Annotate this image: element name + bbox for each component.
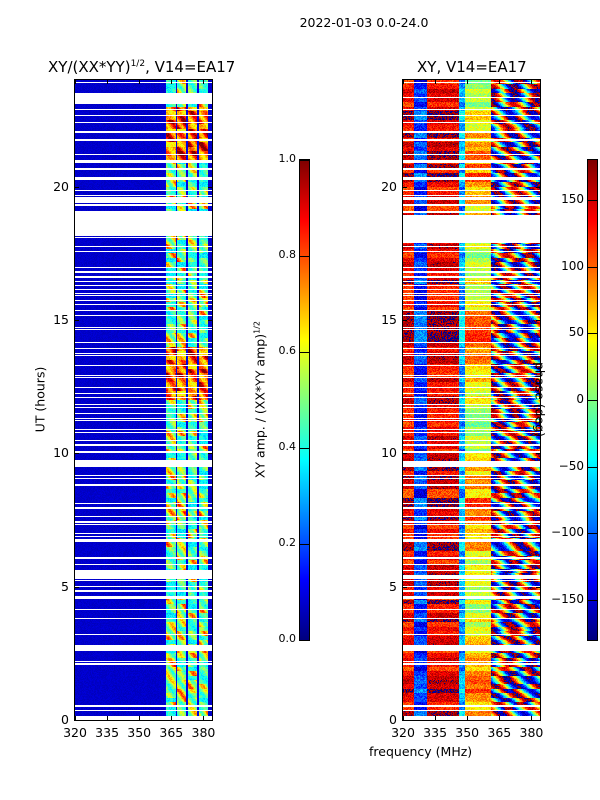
amplitude-colorbar xyxy=(300,160,309,640)
y-tick xyxy=(403,586,407,588)
x-tick-top xyxy=(531,80,533,84)
y-tick xyxy=(75,186,79,188)
colorbar-tick xyxy=(300,256,309,257)
colorbar-tick xyxy=(300,160,309,161)
y-tick-right xyxy=(208,320,212,321)
y-tick-label: 5 xyxy=(61,578,69,594)
colorbar-tick-label: 0 xyxy=(576,392,584,406)
x-tick xyxy=(171,716,173,720)
colorbar-tick-label: −50 xyxy=(558,458,584,473)
y-axis-label: UT (hours) xyxy=(32,366,48,433)
y-tick xyxy=(403,720,407,721)
y-tick-right xyxy=(208,186,212,188)
x-tick-label: 320 xyxy=(63,725,87,740)
colorbar-tick xyxy=(588,266,597,268)
y-tick xyxy=(75,453,79,455)
x-tick xyxy=(435,716,437,720)
y-tick-label: 20 xyxy=(53,178,69,194)
colorbar-tick xyxy=(300,640,309,641)
y-tick xyxy=(75,320,79,321)
x-tick-label: 380 xyxy=(519,725,544,740)
x-tick-top xyxy=(435,80,437,84)
y-tick-label: 0 xyxy=(61,712,69,727)
title-suffix: , V14=EA17 xyxy=(145,58,236,76)
colorbar-tick xyxy=(588,533,597,535)
y-tick-right xyxy=(208,453,212,455)
colorbar-tick xyxy=(588,200,597,201)
y-tick-label: 5 xyxy=(389,578,397,594)
colorbar-tick xyxy=(300,448,309,449)
x-axis-label: frequency (MHz) xyxy=(369,744,473,759)
colorbar-tick xyxy=(588,400,597,401)
x-tick-label: 365 xyxy=(487,725,512,740)
colorbar-tick-label: −150 xyxy=(551,592,584,606)
x-tick-top xyxy=(403,80,404,84)
colorbar-tick-label: 100 xyxy=(561,258,584,273)
x-tick xyxy=(203,716,205,720)
colorbar-tick xyxy=(300,544,309,545)
phase-plot-title: XY, V14=EA17 xyxy=(417,58,527,76)
colorbar-tick xyxy=(588,466,597,468)
x-tick-top xyxy=(203,80,205,84)
colorbar-tick-label: 0.4 xyxy=(278,440,297,453)
amplitude-plot-title: XY/(XX*YY)1/2, V14=EA17 xyxy=(48,58,235,76)
x-tick-top xyxy=(467,80,469,84)
x-tick xyxy=(531,716,533,720)
colorbar-tick-label: 1.0 xyxy=(278,152,297,165)
colorbar-tick xyxy=(588,333,597,335)
y-tick-label: 10 xyxy=(381,445,397,461)
x-tick-top xyxy=(75,80,76,84)
y-tick xyxy=(403,453,407,455)
y-tick-right xyxy=(208,720,212,721)
y-tick xyxy=(75,586,79,588)
x-tick xyxy=(107,716,109,720)
x-tick xyxy=(139,716,141,720)
x-tick xyxy=(467,716,469,720)
x-tick xyxy=(75,716,76,720)
x-tick-label: 350 xyxy=(127,725,152,740)
colorbar-tick-label: 0.2 xyxy=(278,536,297,549)
colorbar-tick-label: 0.8 xyxy=(278,248,297,261)
x-tick-label: 320 xyxy=(391,725,415,740)
colorbar-tick-label: 0.6 xyxy=(278,344,297,357)
x-tick-top xyxy=(171,80,173,84)
title-superscript: 1/2 xyxy=(130,59,146,69)
x-tick-top xyxy=(139,80,141,84)
y-tick-label: 0 xyxy=(389,712,397,727)
figure-suptitle: 2022-01-03 0.0-24.0 xyxy=(299,15,429,30)
colorbar-tick xyxy=(300,352,309,353)
x-tick-label: 380 xyxy=(191,725,216,740)
colorbar-tick-label: 150 xyxy=(561,192,584,206)
title-main: XY/(XX*YY) xyxy=(48,58,131,76)
y-tick xyxy=(403,186,407,188)
y-tick-label: 15 xyxy=(53,312,69,327)
y-tick xyxy=(403,320,407,321)
x-tick-label: 365 xyxy=(159,725,184,740)
y-tick-label: 10 xyxy=(53,445,69,461)
x-tick-label: 335 xyxy=(95,725,120,740)
y-tick-right xyxy=(536,320,540,321)
x-tick-top xyxy=(107,80,109,84)
colorbar-tick-label: 0.0 xyxy=(278,632,297,645)
y-tick-right xyxy=(536,453,540,455)
colorbar-tick-label: −100 xyxy=(551,525,584,540)
x-tick-label: 335 xyxy=(423,725,448,740)
y-tick-right xyxy=(536,186,540,188)
colorbar-label-superscript: 1/2 xyxy=(252,321,262,334)
phase-heatmap xyxy=(403,80,540,720)
y-tick-right xyxy=(536,586,540,588)
colorbar-tick xyxy=(588,600,597,601)
x-tick xyxy=(499,716,501,720)
x-tick-top xyxy=(499,80,501,84)
y-tick-label: 15 xyxy=(381,312,397,327)
y-tick-right xyxy=(536,720,540,721)
x-tick-label: 350 xyxy=(455,725,480,740)
amplitude-heatmap xyxy=(75,80,212,720)
x-tick xyxy=(403,716,404,720)
y-tick xyxy=(75,720,79,721)
y-tick-label: 20 xyxy=(381,178,397,194)
y-tick-right xyxy=(208,586,212,588)
colorbar-tick-label: 50 xyxy=(568,325,584,340)
